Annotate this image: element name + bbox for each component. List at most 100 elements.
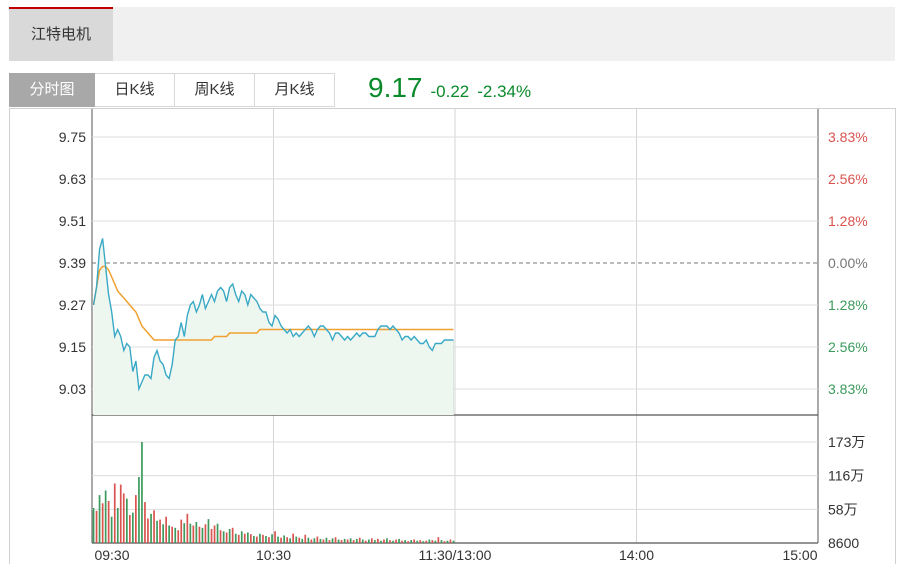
volume-bar bbox=[147, 518, 149, 543]
volume-bar bbox=[195, 522, 198, 543]
volume-bar bbox=[174, 527, 177, 543]
volume-bar bbox=[322, 539, 325, 543]
volume-bar bbox=[150, 513, 152, 543]
volume-bar bbox=[189, 523, 192, 543]
volume-bar bbox=[434, 540, 437, 543]
volume-bar bbox=[328, 540, 331, 543]
volume-bar bbox=[198, 526, 201, 543]
volume-bar bbox=[431, 540, 434, 543]
price-tick-label: 9.39 bbox=[59, 255, 86, 271]
tab-intraday[interactable]: 分时图 bbox=[9, 73, 95, 107]
time-axis-label: 09:30 bbox=[94, 547, 129, 563]
volume-bar bbox=[201, 527, 204, 543]
volume-bar bbox=[243, 533, 246, 543]
volume-bar bbox=[371, 538, 373, 543]
volume-bar bbox=[156, 520, 158, 543]
volume-bar bbox=[192, 525, 195, 543]
volume-bar bbox=[319, 538, 322, 543]
volume-bar bbox=[301, 538, 304, 543]
price-area-fill bbox=[93, 238, 454, 415]
volume-bar bbox=[101, 503, 104, 543]
percent-tick-label: 0.00% bbox=[828, 255, 868, 271]
volume-bar bbox=[422, 541, 425, 543]
volume-bar bbox=[204, 524, 207, 543]
volume-bar bbox=[135, 495, 137, 543]
volume-bar bbox=[132, 512, 134, 543]
volume-bar bbox=[234, 533, 237, 543]
volume-bar bbox=[316, 536, 319, 543]
stock-name-tab[interactable]: 江特电机 bbox=[9, 7, 113, 61]
volume-bar bbox=[283, 535, 285, 543]
volume-bar bbox=[159, 519, 161, 543]
volume-bar bbox=[340, 540, 343, 543]
volume-bar bbox=[413, 539, 415, 543]
chart-grid bbox=[91, 109, 819, 544]
price-tick-label: 9.51 bbox=[59, 213, 86, 229]
volume-bar bbox=[364, 540, 367, 543]
percent-tick-label: 3.83% bbox=[828, 129, 868, 145]
volume-tick-label: 58万 bbox=[828, 501, 858, 517]
volume-bar bbox=[295, 536, 298, 543]
volume-bar bbox=[386, 538, 388, 543]
tab-monthly-k[interactable]: 月K线 bbox=[255, 73, 335, 107]
volume-bar bbox=[307, 537, 310, 543]
volume-bar bbox=[425, 540, 428, 543]
top-bar: 江特电机 bbox=[9, 7, 895, 61]
volume-bar bbox=[298, 537, 301, 543]
volume-bar bbox=[183, 523, 186, 543]
volume-bar bbox=[286, 537, 288, 543]
intraday-chart-svg: 9.75 3.83% 9.63 2.56% 9.51 1.28% 9.39 0.00% 9.27… bbox=[59, 109, 868, 563]
volume-bar bbox=[349, 538, 352, 543]
volume-bar bbox=[141, 442, 143, 543]
volume-bar bbox=[383, 539, 385, 543]
price-tick-label: 9.75 bbox=[59, 129, 86, 145]
volume-bar bbox=[186, 513, 189, 543]
volume-bar bbox=[177, 530, 180, 543]
volume-bar bbox=[304, 534, 307, 543]
volume-bar bbox=[368, 539, 370, 543]
percent-tick-label: 1.28% bbox=[828, 213, 868, 229]
volume-bar bbox=[253, 536, 255, 543]
volume-bar bbox=[310, 539, 313, 543]
volume-bar bbox=[165, 516, 167, 543]
volume-bar bbox=[274, 531, 276, 543]
price-tick-label: 9.27 bbox=[59, 297, 86, 313]
volume-bar bbox=[280, 537, 282, 543]
time-axis-label: 11:30/13:00 bbox=[419, 547, 492, 563]
volume-bar bbox=[92, 508, 95, 543]
volume-bar bbox=[210, 529, 213, 543]
volume-bar bbox=[126, 498, 128, 543]
volume-tick-label: 173万 bbox=[828, 434, 865, 450]
tab-weekly-k[interactable]: 周K线 bbox=[175, 73, 255, 107]
volume-bar bbox=[153, 510, 155, 543]
volume-bar bbox=[428, 539, 431, 543]
price-tick-label: 9.15 bbox=[59, 339, 86, 355]
volume-bar bbox=[395, 539, 397, 543]
price-change: -0.22 bbox=[430, 82, 470, 101]
volume-bar bbox=[449, 539, 452, 543]
volume-bar bbox=[416, 540, 419, 543]
time-axis-label: 14:00 bbox=[619, 547, 654, 563]
percent-tick-label: 2.56% bbox=[828, 171, 868, 187]
quote-summary: 9.17 -0.22 -2.34% bbox=[368, 72, 531, 108]
volume-bar bbox=[404, 540, 406, 543]
volume-bar bbox=[437, 537, 440, 543]
volume-bar bbox=[452, 540, 455, 543]
tab-daily-k[interactable]: 日K线 bbox=[95, 73, 175, 107]
volume-bar bbox=[325, 537, 328, 543]
volume-bar bbox=[222, 531, 225, 543]
volume-bar bbox=[207, 519, 210, 543]
time-axis-label: 15:00 bbox=[782, 547, 817, 563]
volume-bar bbox=[271, 534, 273, 543]
volume-bar bbox=[355, 538, 358, 543]
volume-bar bbox=[231, 527, 234, 543]
price-tick-label: 9.03 bbox=[59, 381, 86, 397]
volume-bar bbox=[446, 540, 449, 543]
volume-bar bbox=[228, 529, 231, 543]
volume-bar bbox=[247, 532, 249, 543]
volume-bar bbox=[122, 493, 125, 543]
volume-bar bbox=[352, 540, 355, 543]
volume-bar bbox=[374, 540, 376, 543]
volume-bar bbox=[250, 534, 252, 543]
volume-bar bbox=[180, 519, 183, 543]
